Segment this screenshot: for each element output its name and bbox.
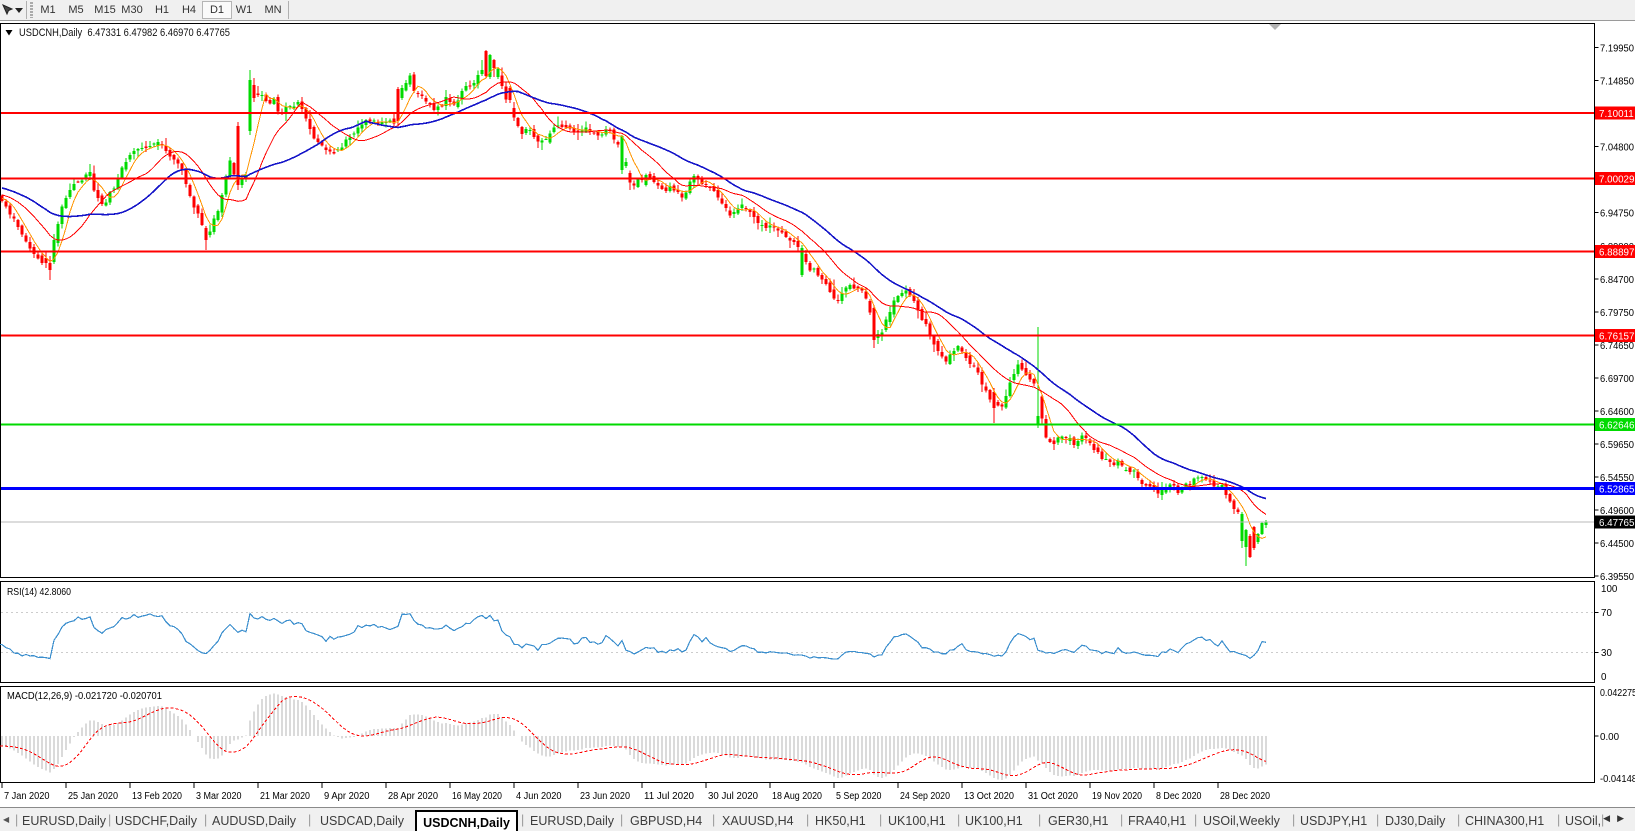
svg-text:6.74650: 6.74650 [1600,341,1635,352]
svg-text:7.19950: 7.19950 [1600,44,1635,55]
svg-text:18 Aug 2020: 18 Aug 2020 [772,791,822,802]
svg-text:16 May 2020: 16 May 2020 [452,791,502,802]
svg-text:28 Dec 2020: 28 Dec 2020 [1220,791,1270,802]
svg-text:7.14850: 7.14850 [1600,77,1635,88]
svg-text:70: 70 [1601,608,1612,619]
svg-text:6.94750: 6.94750 [1600,209,1635,220]
svg-text:6.88897: 6.88897 [1599,248,1634,259]
svg-text:7 Jan 2020: 7 Jan 2020 [4,791,50,802]
svg-text:6.62646: 6.62646 [1599,420,1635,431]
svg-text:-0.04148: -0.04148 [1600,774,1635,785]
svg-text:30 Jul 2020: 30 Jul 2020 [708,791,759,802]
svg-text:7.10011: 7.10011 [1599,109,1634,120]
svg-text:7.00029: 7.00029 [1599,175,1634,186]
svg-text:28 Apr 2020: 28 Apr 2020 [388,791,439,802]
svg-text:6.79750: 6.79750 [1600,308,1635,319]
svg-text:100: 100 [1601,584,1618,595]
svg-text:6.54550: 6.54550 [1600,473,1635,484]
svg-text:MACD(12,26,9) -0.021720 -0.020: MACD(12,26,9) -0.021720 -0.020701 [7,691,162,702]
svg-text:13 Oct 2020: 13 Oct 2020 [964,791,1015,802]
svg-text:6.52865: 6.52865 [1599,485,1635,496]
svg-text:23 Jun 2020: 23 Jun 2020 [580,791,631,802]
svg-text:24 Sep 2020: 24 Sep 2020 [900,791,950,802]
svg-text:0.042275: 0.042275 [1600,688,1635,699]
svg-text:6.49600: 6.49600 [1600,506,1635,517]
svg-text:25 Jan 2020: 25 Jan 2020 [68,791,119,802]
svg-text:21 Mar 2020: 21 Mar 2020 [260,791,310,802]
svg-text:19 Nov 2020: 19 Nov 2020 [1092,791,1142,802]
svg-text:6.47765: 6.47765 [1599,518,1635,529]
svg-text:0: 0 [1601,672,1607,683]
svg-text:6.84700: 6.84700 [1600,275,1635,286]
svg-text:11 Jul 2020: 11 Jul 2020 [644,791,695,802]
svg-text:6.39550: 6.39550 [1600,572,1635,583]
svg-text:13 Feb 2020: 13 Feb 2020 [132,791,182,802]
svg-text:6.69700: 6.69700 [1600,374,1635,385]
svg-text:4 Jun 2020: 4 Jun 2020 [516,791,562,802]
svg-text:USDCNH,Daily 6.47331 6.47982: USDCNH,Daily 6.47331 6.47982 6.46970 6.4… [19,27,230,39]
svg-text:0.00: 0.00 [1600,732,1620,743]
svg-text:6.76157: 6.76157 [1599,331,1634,342]
svg-text:6.44500: 6.44500 [1600,539,1635,550]
svg-text:8 Dec 2020: 8 Dec 2020 [1156,791,1202,802]
svg-text:5 Sep 2020: 5 Sep 2020 [836,791,882,802]
svg-text:6.64600: 6.64600 [1600,407,1635,418]
svg-text:RSI(14) 42.8060: RSI(14) 42.8060 [7,587,71,598]
svg-text:31 Oct 2020: 31 Oct 2020 [1028,791,1079,802]
svg-text:3 Mar 2020: 3 Mar 2020 [196,791,242,802]
svg-text:9 Apr 2020: 9 Apr 2020 [324,791,370,802]
svg-text:7.04800: 7.04800 [1600,143,1635,154]
svg-text:30: 30 [1601,648,1612,659]
svg-text:6.59650: 6.59650 [1600,440,1635,451]
